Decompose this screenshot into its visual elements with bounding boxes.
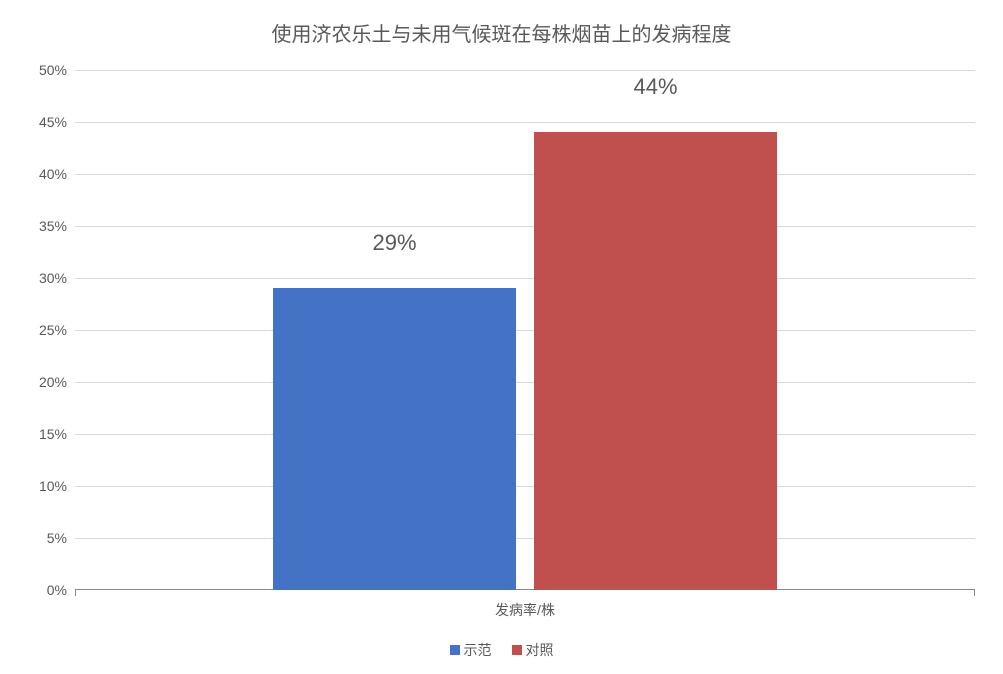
gridline — [75, 382, 975, 383]
gridline — [75, 486, 975, 487]
gridline — [75, 330, 975, 331]
legend: 示范 对照 — [0, 640, 1003, 660]
legend-swatch-series-2 — [512, 645, 522, 655]
gridline — [75, 434, 975, 435]
y-tick-label: 0% — [47, 582, 67, 598]
gridline — [75, 70, 975, 71]
y-tick-label: 15% — [39, 426, 67, 442]
gridline — [75, 226, 975, 227]
legend-label-series-2: 对照 — [526, 640, 554, 660]
y-tick-label: 35% — [39, 218, 67, 234]
bar-series-2 — [534, 132, 777, 590]
y-tick-label: 50% — [39, 62, 67, 78]
y-tick-label: 30% — [39, 270, 67, 286]
x-axis-category-label: 发病率/株 — [495, 600, 555, 620]
legend-item-series-2: 对照 — [512, 640, 554, 660]
data-label-series-2: 44% — [633, 74, 677, 100]
gridline — [75, 278, 975, 279]
gridline — [75, 538, 975, 539]
chart-title: 使用济农乐土与未用气候斑在每株烟苗上的发病程度 — [0, 18, 1003, 47]
x-axis-tick-right — [974, 590, 975, 596]
chart-container: 使用济农乐土与未用气候斑在每株烟苗上的发病程度 发病率/株 0%5%10%15%… — [0, 0, 1003, 674]
legend-label-series-1: 示范 — [464, 640, 492, 660]
x-axis-line — [75, 589, 975, 590]
legend-item-series-1: 示范 — [450, 640, 492, 660]
gridline — [75, 174, 975, 175]
y-tick-label: 40% — [39, 166, 67, 182]
x-axis-tick-left — [75, 590, 76, 596]
y-tick-label: 45% — [39, 114, 67, 130]
gridline — [75, 122, 975, 123]
legend-swatch-series-1 — [450, 645, 460, 655]
y-tick-label: 20% — [39, 374, 67, 390]
plot-area: 发病率/株 0%5%10%15%20%25%30%35%40%45%50%29%… — [75, 70, 975, 590]
y-tick-label: 10% — [39, 478, 67, 494]
y-tick-label: 25% — [39, 322, 67, 338]
bar-series-1 — [273, 288, 516, 590]
y-tick-label: 5% — [47, 530, 67, 546]
data-label-series-1: 29% — [372, 230, 416, 256]
